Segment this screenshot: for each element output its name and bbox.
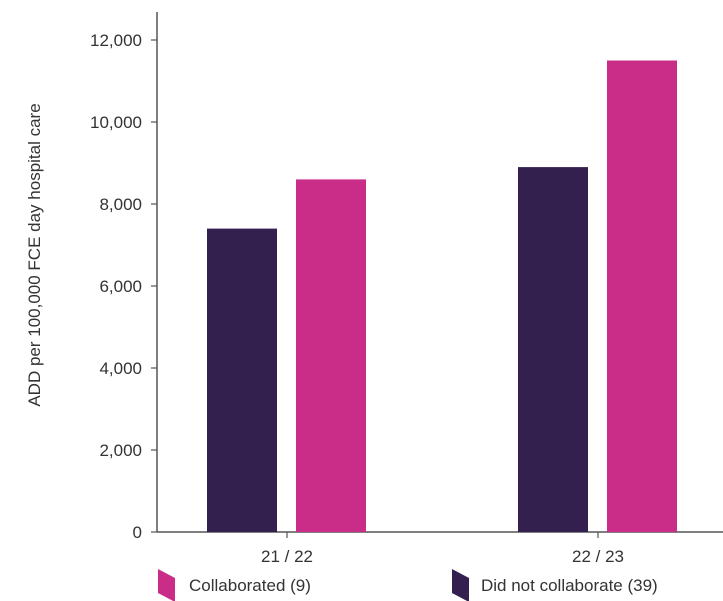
bar [296, 179, 366, 532]
y-tick-label: 8,000 [99, 195, 142, 214]
x-tick-label: 21 / 22 [261, 547, 313, 566]
bar [207, 228, 277, 532]
y-tick-label: 10,000 [90, 113, 142, 132]
legend-label: Collaborated (9) [189, 576, 311, 595]
x-tick-label: 22 / 23 [572, 547, 624, 566]
legend-label: Did not collaborate (39) [481, 576, 658, 595]
bar [518, 167, 588, 532]
bar [607, 60, 677, 532]
y-tick-label: 4,000 [99, 359, 142, 378]
y-tick-label: 0 [133, 523, 142, 542]
legend: Collaborated (9) Did not collaborate (39) [158, 569, 658, 601]
y-tick-label: 2,000 [99, 441, 142, 460]
y-tick-label: 12,000 [90, 31, 142, 50]
legend-swatch-icon [158, 569, 175, 601]
legend-swatch-icon [452, 569, 469, 601]
plot-area: 0 2,000 4,000 6,000 8,000 10,000 12,000 21 / 22… [90, 12, 723, 566]
y-tick-label: 6,000 [99, 277, 142, 296]
y-axis-label: ADD per 100,000 FCE day hospital care [25, 103, 44, 406]
